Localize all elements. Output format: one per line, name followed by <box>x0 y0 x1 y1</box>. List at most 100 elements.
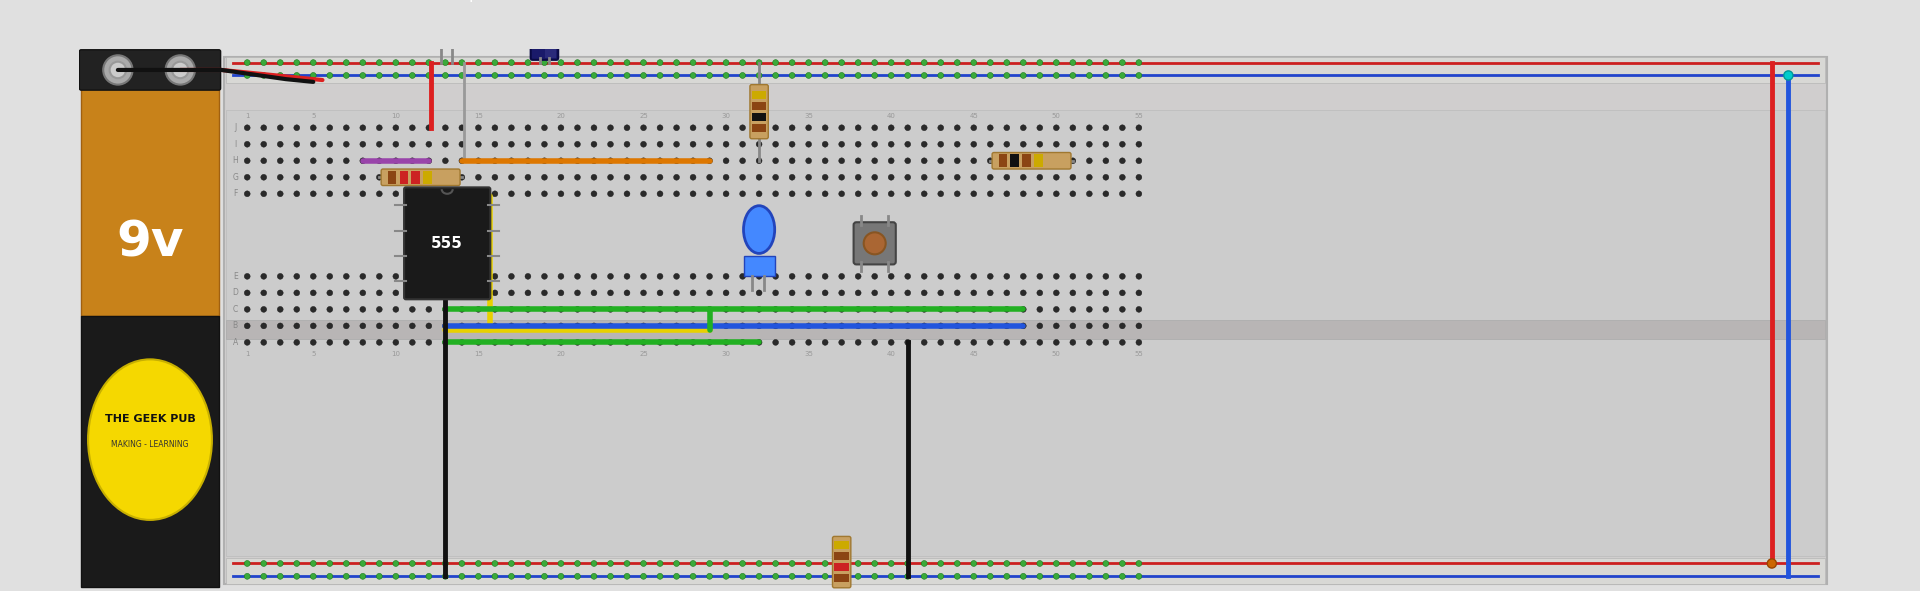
Circle shape <box>459 307 465 312</box>
Circle shape <box>459 573 465 579</box>
Circle shape <box>889 339 895 345</box>
Circle shape <box>839 158 845 164</box>
Circle shape <box>311 573 317 579</box>
Circle shape <box>1137 191 1142 197</box>
Circle shape <box>1069 158 1075 164</box>
Circle shape <box>724 141 730 147</box>
Circle shape <box>509 174 515 180</box>
FancyBboxPatch shape <box>382 169 461 186</box>
Circle shape <box>574 290 580 296</box>
Circle shape <box>1004 174 1010 180</box>
Circle shape <box>1137 560 1142 566</box>
Circle shape <box>724 158 730 164</box>
Circle shape <box>789 60 795 66</box>
Circle shape <box>904 60 910 66</box>
Circle shape <box>772 274 778 280</box>
Circle shape <box>276 573 282 579</box>
Circle shape <box>1054 573 1060 579</box>
Circle shape <box>624 573 630 579</box>
Text: 10: 10 <box>392 351 401 358</box>
Circle shape <box>509 274 515 280</box>
Circle shape <box>1054 560 1060 566</box>
Circle shape <box>972 141 977 147</box>
Circle shape <box>426 274 432 280</box>
Circle shape <box>394 339 399 345</box>
Circle shape <box>541 158 547 164</box>
Circle shape <box>1069 125 1075 131</box>
Circle shape <box>657 158 662 164</box>
Circle shape <box>376 60 382 66</box>
Circle shape <box>707 174 712 180</box>
Circle shape <box>789 573 795 579</box>
Circle shape <box>1102 191 1108 197</box>
Circle shape <box>442 73 447 79</box>
Circle shape <box>1119 191 1125 197</box>
Circle shape <box>607 158 612 164</box>
Circle shape <box>904 73 910 79</box>
Bar <box>835 563 849 571</box>
Text: 1: 1 <box>246 351 250 358</box>
Text: 30: 30 <box>722 351 732 358</box>
Circle shape <box>492 73 497 79</box>
Circle shape <box>987 339 993 345</box>
Circle shape <box>394 174 399 180</box>
Circle shape <box>772 290 778 296</box>
Text: 9v: 9v <box>117 219 184 267</box>
Circle shape <box>854 60 860 66</box>
Circle shape <box>756 60 762 66</box>
Circle shape <box>476 141 482 147</box>
Circle shape <box>409 290 415 296</box>
Circle shape <box>261 339 267 345</box>
Circle shape <box>409 174 415 180</box>
Circle shape <box>922 307 927 312</box>
Circle shape <box>954 560 960 566</box>
Circle shape <box>326 73 332 79</box>
Circle shape <box>657 339 662 345</box>
Circle shape <box>1020 158 1025 164</box>
Circle shape <box>294 274 300 280</box>
Circle shape <box>1766 559 1776 568</box>
Circle shape <box>937 339 943 345</box>
Circle shape <box>987 307 993 312</box>
Circle shape <box>674 573 680 579</box>
Circle shape <box>311 191 317 197</box>
Circle shape <box>1119 60 1125 66</box>
Circle shape <box>261 290 267 296</box>
Circle shape <box>1069 274 1075 280</box>
Circle shape <box>854 274 860 280</box>
Text: H: H <box>232 156 238 165</box>
Circle shape <box>707 274 712 280</box>
Circle shape <box>1020 191 1025 197</box>
Circle shape <box>1102 339 1108 345</box>
Circle shape <box>1069 307 1075 312</box>
Circle shape <box>574 323 580 329</box>
Circle shape <box>756 274 762 280</box>
Circle shape <box>756 290 762 296</box>
Circle shape <box>839 573 845 579</box>
Circle shape <box>724 339 730 345</box>
Circle shape <box>1102 141 1108 147</box>
Circle shape <box>724 307 730 312</box>
Circle shape <box>707 158 712 164</box>
Circle shape <box>872 60 877 66</box>
Circle shape <box>1119 125 1125 131</box>
Circle shape <box>904 191 910 197</box>
Circle shape <box>1087 73 1092 79</box>
Circle shape <box>559 307 564 312</box>
Circle shape <box>1069 191 1075 197</box>
Circle shape <box>509 323 515 329</box>
Circle shape <box>244 274 250 280</box>
Circle shape <box>492 323 497 329</box>
Circle shape <box>889 125 895 131</box>
Circle shape <box>394 573 399 579</box>
Circle shape <box>954 339 960 345</box>
Circle shape <box>1137 158 1142 164</box>
Circle shape <box>657 573 662 579</box>
Circle shape <box>1004 290 1010 296</box>
Circle shape <box>591 573 597 579</box>
Circle shape <box>326 339 332 345</box>
Circle shape <box>739 323 745 329</box>
Circle shape <box>541 125 547 131</box>
Circle shape <box>541 290 547 296</box>
Circle shape <box>311 125 317 131</box>
